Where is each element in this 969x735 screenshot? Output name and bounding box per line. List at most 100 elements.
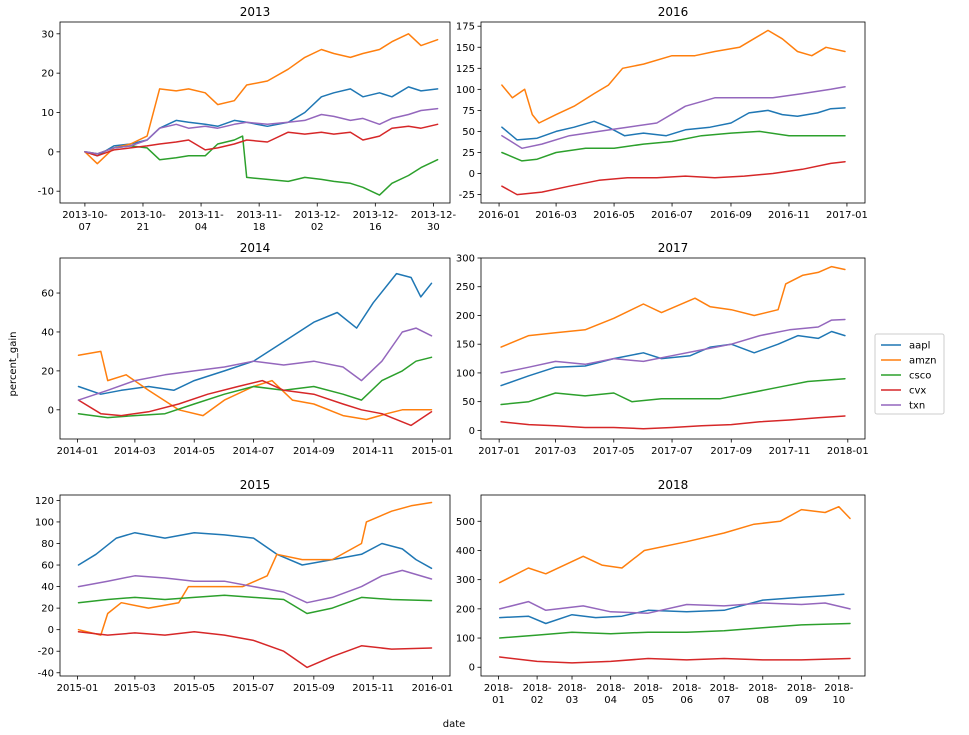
series-lines bbox=[500, 265, 846, 430]
y-tick-label: 40 bbox=[41, 327, 54, 338]
series-line-amzn bbox=[501, 29, 846, 124]
x-tick-label: 2016-01 bbox=[478, 210, 520, 221]
y-tick-label: 20 bbox=[41, 366, 54, 377]
x-tick-label: 03 bbox=[566, 695, 579, 706]
y-tick-label: 10 bbox=[41, 108, 54, 119]
y-tick-label: 75 bbox=[462, 106, 475, 117]
x-tick-label: 05 bbox=[642, 695, 655, 706]
y-tick-label: 50 bbox=[462, 397, 475, 408]
series-line-csco bbox=[501, 130, 846, 162]
x-tick-label: 2018- bbox=[596, 683, 625, 694]
subplot-title: 2018 bbox=[658, 478, 689, 492]
x-tick-label: 2017-07 bbox=[651, 446, 693, 457]
x-tick-label: 2017-01 bbox=[826, 210, 868, 221]
x-tick-label: 2017-01 bbox=[478, 446, 520, 457]
series-line-txn bbox=[77, 569, 433, 604]
y-tick-label: 100 bbox=[35, 517, 54, 528]
x-tick-label: 30 bbox=[427, 222, 440, 233]
y-tick-label: 0 bbox=[48, 625, 54, 636]
y-tick-label: 500 bbox=[456, 517, 475, 528]
x-tick-label: 2014-01 bbox=[57, 446, 99, 457]
y-tick-label: -10 bbox=[38, 187, 54, 198]
series-line-aapl bbox=[77, 272, 433, 395]
series-line-csco bbox=[498, 622, 851, 639]
x-tick-label: 2014-09 bbox=[293, 446, 335, 457]
subplot-title: 2014 bbox=[240, 241, 271, 255]
series-lines bbox=[501, 29, 846, 196]
series-line-aapl bbox=[77, 531, 433, 570]
series-line-txn bbox=[498, 600, 851, 614]
x-tick-label: 16 bbox=[369, 222, 382, 233]
series-line-amzn bbox=[500, 265, 846, 348]
x-tick-label: 2017-03 bbox=[535, 446, 577, 457]
series-line-amzn bbox=[77, 501, 433, 636]
y-tick-label: 60 bbox=[41, 289, 54, 300]
x-tick-label: 2013-10- bbox=[62, 210, 108, 221]
x-tick-label: 2013-12- bbox=[411, 210, 457, 221]
legend-frame bbox=[874, 333, 945, 415]
x-tick-label: 21 bbox=[137, 222, 150, 233]
x-tick-label: 2018-01 bbox=[827, 446, 869, 457]
y-tick-label: -25 bbox=[459, 190, 475, 201]
x-tick-label: 2014-07 bbox=[233, 446, 275, 457]
x-tick-label: 2018- bbox=[672, 683, 701, 694]
x-tick-label: 2017-05 bbox=[593, 446, 635, 457]
y-tick-label: 100 bbox=[456, 368, 475, 379]
x-tick-label: 2018- bbox=[557, 683, 586, 694]
series-line-cvx bbox=[77, 379, 433, 427]
subplot-2013: 2013-1001020302013-10-072013-10-212013-1… bbox=[38, 5, 457, 233]
x-tick-label: 06 bbox=[680, 695, 693, 706]
x-tick-label: 2014-05 bbox=[173, 446, 215, 457]
series-line-aapl bbox=[498, 593, 845, 625]
series-line-cvx bbox=[84, 123, 439, 157]
y-tick-label: 300 bbox=[456, 254, 475, 265]
legend-label-aapl: aapl bbox=[909, 341, 930, 352]
series-line-cvx bbox=[77, 631, 433, 669]
x-tick-label: 04 bbox=[604, 695, 617, 706]
axes-frame bbox=[59, 21, 451, 204]
x-tick-label: 2014-11 bbox=[352, 446, 394, 457]
series-line-txn bbox=[501, 86, 846, 150]
x-tick-label: 2016-07 bbox=[651, 210, 693, 221]
x-tick-label: 2013-11- bbox=[236, 210, 282, 221]
x-tick-label: 10 bbox=[832, 695, 845, 706]
axes-frame bbox=[480, 257, 866, 440]
x-tick-label: 18 bbox=[253, 222, 266, 233]
y-tick-label: 120 bbox=[35, 496, 54, 507]
figure-ylabel: percent_gain bbox=[8, 332, 19, 397]
y-tick-label: 25 bbox=[462, 148, 475, 159]
subplot-title: 2013 bbox=[240, 5, 271, 19]
y-tick-label: 0 bbox=[48, 147, 54, 158]
x-tick-label: 2017-09 bbox=[710, 446, 752, 457]
y-tick-label: 400 bbox=[456, 546, 475, 557]
series-line-aapl bbox=[501, 107, 846, 141]
x-tick-label: 2013-10- bbox=[120, 210, 166, 221]
subplot-title: 2016 bbox=[658, 5, 689, 19]
subplot-title: 2017 bbox=[658, 241, 689, 255]
y-tick-label: 125 bbox=[456, 64, 475, 75]
y-tick-label: 300 bbox=[456, 575, 475, 586]
x-tick-label: 04 bbox=[195, 222, 208, 233]
y-tick-label: 0 bbox=[469, 426, 475, 437]
y-tick-label: 30 bbox=[41, 29, 54, 40]
y-tick-label: 150 bbox=[456, 340, 475, 351]
axes-frame bbox=[480, 494, 866, 677]
legend-label-txn: txn bbox=[909, 401, 925, 412]
series-lines bbox=[498, 505, 851, 664]
y-tick-label: 250 bbox=[456, 282, 475, 293]
x-tick-label: 2018- bbox=[748, 683, 777, 694]
x-tick-label: 09 bbox=[795, 695, 808, 706]
x-tick-label: 2015-05 bbox=[173, 683, 215, 694]
series-line-csco bbox=[77, 594, 433, 615]
x-tick-label: 2018- bbox=[634, 683, 663, 694]
legend-label-cvx: cvx bbox=[909, 386, 926, 397]
series-lines bbox=[77, 501, 433, 669]
series-line-csco bbox=[77, 356, 433, 419]
y-tick-label: 0 bbox=[48, 405, 54, 416]
axes-frame bbox=[59, 257, 451, 440]
x-tick-label: 2018- bbox=[523, 683, 552, 694]
x-tick-label: 2016-01 bbox=[412, 683, 454, 694]
x-tick-label: 2013-12- bbox=[353, 210, 399, 221]
series-line-csco bbox=[500, 377, 846, 406]
subplot-2018: 201801002003004005002018-012018-022018-0… bbox=[456, 478, 866, 706]
